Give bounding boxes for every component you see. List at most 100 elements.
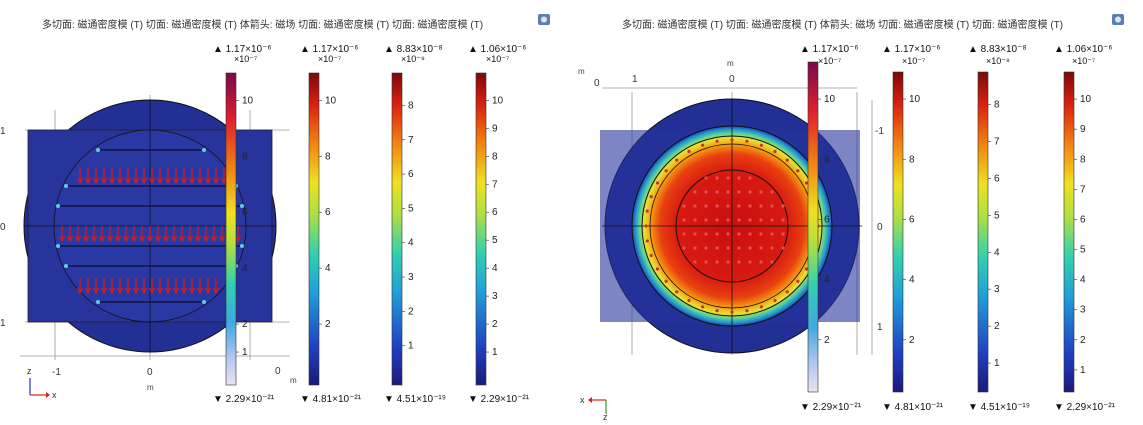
field-dot	[726, 246, 730, 250]
field-dot	[773, 298, 777, 303]
field-dot	[704, 260, 708, 264]
field-dot	[704, 204, 708, 208]
colorbar-tick-label: 7	[492, 179, 498, 190]
colorbar-tick-label: 7	[994, 136, 1000, 147]
colorbar-min-label: ▼ 2.29×10⁻²¹	[468, 394, 530, 405]
field-arrow	[146, 226, 154, 243]
field-dot	[700, 305, 705, 309]
field-arrow	[204, 278, 212, 295]
field-dot	[748, 246, 752, 250]
field-arrow	[108, 278, 116, 295]
field-dot	[715, 204, 719, 208]
colorbar-exponent: ×10⁻⁷	[902, 56, 925, 66]
colorbar-tick-label: 4	[492, 263, 498, 274]
plot-panel-right: 多切面: 磁通密度模 (T) 切面: 磁通密度模 (T) 体箭头: 磁场 切面:…	[572, 0, 1143, 422]
field-arrows	[58, 168, 242, 295]
colorbar-tick-label: 2	[909, 335, 915, 346]
field-dot	[785, 290, 789, 294]
colorbar-max-label: ▲ 1.17×10⁻⁶	[213, 44, 272, 55]
field-dot	[645, 239, 649, 243]
field-dot	[687, 298, 691, 303]
field-arrow	[116, 168, 124, 185]
colorbar-4: ▲ 1.06×10⁻⁶ ×10⁻⁷ ▼ 2.29×10⁻²¹ 1 2 3 4 5 6 7 8 9…	[468, 44, 530, 405]
colorbar-tick-label: 5	[492, 235, 498, 246]
field-arrow	[114, 226, 122, 243]
x-tick-label: 0	[275, 366, 281, 377]
field-arrow	[156, 278, 164, 295]
field-dot	[644, 224, 648, 228]
field-dot	[726, 176, 730, 180]
field-arrow	[210, 226, 218, 243]
colorbar-min-label: ▼ 2.29×10⁻²¹	[800, 402, 862, 413]
colorbar-1: ▲ 1.17×10⁻⁶ ×10⁻⁷ ▼ 2.29×10⁻²¹ 1 2 4 6 8 10	[213, 44, 275, 405]
field-dot	[748, 190, 752, 194]
field-arrow	[172, 278, 180, 295]
field-dot	[682, 232, 686, 236]
y-tick-label: 1	[0, 318, 6, 329]
field-arrow	[178, 226, 186, 243]
colorbar-min-label: ▼ 4.51×10⁻¹⁹	[968, 402, 1030, 413]
field-arrow	[212, 278, 220, 295]
field-dot	[745, 139, 749, 143]
field-dot	[770, 204, 774, 208]
field-dot	[770, 190, 774, 194]
field-dot	[704, 246, 708, 250]
colorbar-exponent: ×10⁻⁷	[1072, 56, 1095, 66]
svg-text:x: x	[580, 395, 585, 405]
field-dot	[649, 253, 653, 258]
field-dot	[675, 290, 679, 294]
colorbar-tick-label: 5	[408, 203, 414, 214]
field-dot	[693, 218, 697, 222]
field-dot	[737, 204, 741, 208]
colorbar-tick-label: 2	[492, 319, 498, 330]
colorbar-tick-label: 10	[1080, 94, 1092, 105]
field-dot	[704, 218, 708, 222]
colorbar-tick-label: 2	[824, 335, 830, 346]
colorbar-tick-label: 8	[909, 154, 915, 165]
colorbar-min-label: ▼ 4.81×10⁻²¹	[300, 394, 362, 405]
colorbar-max-label: ▲ 1.06×10⁻⁶	[468, 44, 527, 55]
colorbar-tick-label: 1	[408, 341, 414, 352]
field-arrow	[186, 226, 194, 243]
camera-icon[interactable]	[1112, 14, 1124, 25]
field-arrow	[106, 226, 114, 243]
field-arrow	[218, 226, 226, 243]
field-dot	[645, 209, 649, 213]
colorbar-tick-label: 3	[492, 291, 498, 302]
colorbar-min-label: ▼ 2.29×10⁻²¹	[213, 394, 275, 405]
field-dot	[770, 260, 774, 264]
x-axis-unit: m	[147, 383, 154, 392]
x-tick-label: 0	[594, 78, 600, 89]
field-dot	[748, 232, 752, 236]
plot-title: 多切面: 磁通密度模 (T) 切面: 磁通密度模 (T) 体箭头: 磁场 切面:…	[622, 18, 1063, 31]
colorbar-3: ▲ 8.83×10⁻⁸ ×10⁻⁸ ▼ 4.51×10⁻¹⁹ 1 2 3 4 5 6 7 8	[968, 44, 1030, 413]
x-tick-label: 0	[729, 74, 735, 85]
camera-icon[interactable]	[538, 14, 550, 25]
field-arrow	[148, 278, 156, 295]
field-arrow	[74, 226, 82, 243]
field-arrow	[170, 226, 178, 243]
field-dot	[759, 232, 763, 236]
field-dot	[770, 232, 774, 236]
field-dot	[649, 194, 653, 199]
field-arrow	[156, 168, 164, 185]
field-dot	[715, 260, 719, 264]
colorbar-tick-label: 2	[325, 319, 331, 330]
field-arrow	[58, 226, 66, 243]
field-dot	[693, 204, 697, 208]
colorbar-tick-label: 1	[242, 347, 248, 358]
field-dot	[655, 181, 660, 185]
field-arrow	[188, 278, 196, 295]
field-arrow	[124, 278, 132, 295]
field-arrow	[116, 278, 124, 295]
plot-panel-left: 多切面: 磁通密度模 (T) 切面: 磁通密度模 (T) 体箭头: 磁场 切面:…	[0, 0, 572, 420]
field-arrow	[76, 168, 84, 185]
field-arrow	[154, 226, 162, 243]
colorbar-tick-label: 6	[824, 214, 830, 225]
field-arrow	[84, 168, 92, 185]
field-dot	[715, 309, 719, 313]
colorbar-tick-label: 2	[242, 319, 248, 330]
colorbar-max-label: ▲ 8.83×10⁻⁸	[968, 44, 1027, 55]
field-dot	[715, 139, 719, 143]
field-dot	[759, 260, 763, 264]
